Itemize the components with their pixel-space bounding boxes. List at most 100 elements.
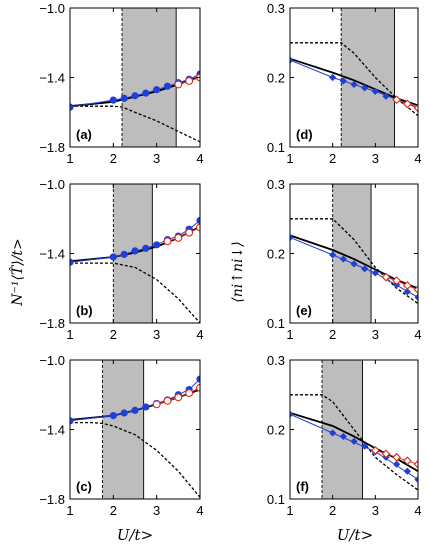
panel-label: (a)	[76, 127, 92, 142]
panel-d: 1 2 3 4 0.3 0.2 0.1 (d)	[267, 1, 422, 166]
right-y-axis-title: ⟨ni↑ni↓⟩	[230, 241, 246, 302]
x-tick-label: 1	[66, 151, 73, 166]
blue-dot-point	[142, 89, 150, 97]
blue-dot-point	[120, 409, 128, 417]
panel-a: 1 2 3 4 −1.0 −1.4 −1.8 (a)	[39, 1, 203, 166]
blue-dot-point	[109, 412, 117, 420]
x-tick-label: 3	[153, 503, 160, 518]
blue-diamond-point	[350, 80, 358, 89]
panel-label: (d)	[296, 127, 313, 142]
dashed-series-line	[290, 394, 418, 491]
x-tick-label: 4	[196, 327, 203, 342]
x-tick-label: 1	[286, 327, 293, 342]
x-tick-label: 3	[372, 503, 379, 518]
red-open-circle-point	[185, 77, 194, 85]
y-tick-label: −1.8	[39, 140, 65, 155]
x-tick-label: 4	[196, 503, 203, 518]
dashed-series-line	[70, 105, 200, 143]
x-tick-label: 1	[66, 327, 73, 342]
dashed-series-line	[290, 218, 418, 305]
dashed-series-line	[290, 42, 418, 117]
blue-diamond-point	[382, 92, 390, 100]
blue-diamond-point	[371, 269, 379, 277]
plot-area	[70, 216, 200, 323]
blue-diamond-point	[371, 87, 379, 95]
blue-dot-point	[131, 406, 139, 414]
red-open-diamond-point	[392, 276, 402, 285]
y-tick-label: −1.0	[39, 177, 65, 192]
dashed-series-line	[70, 262, 200, 323]
x-tick-label: 4	[414, 327, 421, 342]
plot-area	[70, 375, 200, 498]
blue-diamond-point	[361, 265, 369, 273]
x-tick-label: 3	[372, 327, 379, 342]
red-open-diamond-point	[402, 281, 412, 290]
red-open-circle-point	[163, 396, 172, 405]
red-open-circle-point	[174, 393, 183, 402]
blue-dot-point	[196, 375, 200, 383]
blue-diamond-point	[403, 467, 411, 475]
blue-dot-point	[196, 216, 200, 225]
blue-diamond-point	[414, 293, 418, 301]
blue-diamond-point	[329, 429, 337, 437]
y-tick-label: 0.3	[267, 1, 285, 16]
panel-label: (e)	[296, 303, 312, 318]
blue-dot-point	[163, 82, 172, 90]
x-tick-label: 1	[66, 503, 73, 518]
red-open-circle-point	[196, 383, 200, 392]
red-open-diamond-point	[392, 452, 402, 462]
red-open-circle-point	[174, 233, 183, 242]
blue-diamond-point	[290, 56, 294, 64]
shaded-region	[122, 8, 177, 147]
left-x-axis-title: U/t>	[117, 526, 153, 544]
x-tick-label: 2	[110, 151, 117, 166]
right-x-axis-title: U/t>	[337, 526, 373, 544]
red-open-circle-point	[185, 228, 194, 237]
panel-c: 1 2 3 4 −1.0 −1.4 −1.8 (c)	[39, 353, 203, 518]
blue-dot-point	[109, 96, 117, 104]
blue-dot-point	[131, 247, 139, 255]
red-series-line	[167, 226, 200, 242]
red-series-line	[385, 276, 418, 291]
y-tick-label: 0.1	[267, 316, 285, 331]
red-open-diamond-point	[413, 285, 418, 295]
y-tick-label: 0.2	[267, 423, 285, 438]
y-tick-label: 0.2	[267, 247, 285, 262]
blue-dot-point	[153, 86, 161, 94]
y-tick-label: 0.2	[267, 71, 285, 86]
panel-label: (b)	[76, 303, 93, 318]
panels-group: 1 2 3 4−1.0−1.4−1.8(a)1 2 3 4−1.0−1.4−1.8(b)1 2…	[39, 1, 421, 518]
blue-diamond-point	[339, 77, 347, 85]
red-open-diamond-point	[402, 99, 412, 109]
y-tick-label: 0.3	[267, 353, 285, 368]
red-open-circle-point	[152, 400, 161, 409]
blue-dot-point	[70, 103, 74, 111]
x-tick-label: 1	[286, 503, 293, 518]
blue-series-line	[70, 73, 200, 108]
y-tick-label: 0.1	[267, 492, 285, 507]
x-tick-label: 3	[153, 327, 160, 342]
red-open-circle-point	[163, 237, 172, 246]
x-tick-label: 2	[329, 503, 336, 518]
red-open-diamond-point	[413, 103, 418, 113]
panel-e: 1 2 3 4 0.3 0.2 0.1 (e)	[267, 177, 422, 342]
red-open-circle-point	[185, 389, 194, 397]
y-tick-label: −1.4	[39, 247, 65, 262]
blue-diamond-point	[361, 442, 369, 450]
left-y-axis-title: N⁻¹⟨T̂⟩/t>	[8, 238, 26, 307]
shaded-region	[102, 360, 144, 499]
blue-diamond-point	[339, 255, 347, 263]
red-open-circle-point	[196, 223, 200, 232]
red-open-circle-point	[174, 80, 183, 89]
blue-series-line	[70, 378, 200, 422]
solid-series-line	[290, 411, 418, 472]
y-tick-label: −1.0	[39, 1, 65, 16]
blue-dot-point	[153, 241, 161, 249]
blue-dot-point	[120, 250, 128, 258]
plot-area	[70, 70, 200, 143]
y-tick-label: −1.4	[39, 71, 65, 86]
blue-dot-point	[142, 244, 150, 252]
blue-diamond-point	[403, 288, 411, 296]
blue-diamond-point	[290, 410, 294, 418]
x-tick-label: 4	[414, 503, 421, 518]
